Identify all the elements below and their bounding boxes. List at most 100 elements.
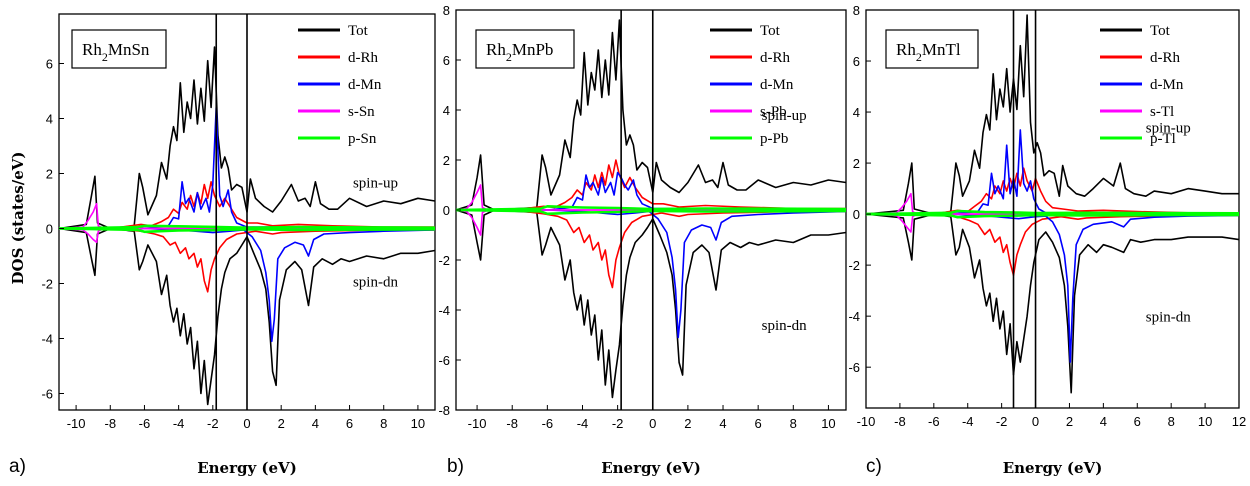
y-tick-label: 8: [443, 3, 450, 18]
y-axis-label: DOS (states/eV): [9, 152, 27, 285]
dos-panel-b: -10 -8 -6 -4 -2 0 2 4 6 8 10 -8 -6 -4 -2 0 2 4 6 8 Energy (e…: [438, 3, 847, 477]
x-tick-label: -8: [104, 416, 116, 431]
series-line-p-pb-up: [456, 205, 846, 212]
series-line-p-tl-up: [866, 209, 1239, 216]
legend-label: p-Sn: [348, 131, 377, 147]
x-tick-label: 12: [1232, 414, 1246, 429]
x-tick-label: 0: [243, 416, 250, 431]
series-line-d-mn-dn: [456, 209, 846, 339]
legend-label: p-Pb: [760, 131, 788, 147]
spin-annotation: spin-dn: [353, 274, 399, 290]
y-tick-label: 8: [853, 3, 860, 18]
y-tick-label: 6: [853, 54, 860, 69]
series-line-d-mn-dn: [59, 227, 435, 343]
y-tick-label: -6: [41, 387, 53, 402]
series-line-d-rh-dn: [59, 227, 435, 293]
plot-frame: [865, 9, 1240, 409]
compound-label: Rh2MnPb: [486, 40, 553, 64]
series-line-tot-dn: [59, 227, 435, 406]
x-axis-label: Energy (eV): [1003, 459, 1103, 477]
legend-label: d-Rh: [760, 50, 791, 66]
y-tick-label: -4: [41, 332, 53, 347]
compound-label: Rh2MnTl: [896, 40, 961, 64]
x-tick-label: -4: [577, 416, 589, 431]
dos-panel-a: -10 -8 -6 -4 -2 0 2 4 6 8 10 -6 -4 -2 0 2 4 6 Energy (eV) a…: [9, 13, 436, 477]
series-line-d-mn-up: [59, 106, 435, 230]
x-tick-label: 8: [790, 416, 797, 431]
series-line-d-rh-up: [59, 181, 435, 230]
x-tick-label: 0: [1032, 414, 1039, 429]
x-tick-label: 6: [755, 416, 762, 431]
x-tick-label: -10: [67, 416, 86, 431]
panel-label: b): [447, 456, 464, 477]
x-tick-label: -10: [857, 414, 876, 429]
x-tick-label: 8: [380, 416, 387, 431]
series-line-p-sn-up: [59, 224, 435, 230]
spin-annotation: spin-dn: [1146, 309, 1192, 325]
compound-base: Rh: [82, 40, 102, 59]
series-line-d-mn-up: [866, 129, 1239, 215]
compound-label-box: [475, 29, 575, 69]
x-tick-label: -2: [207, 416, 219, 431]
x-tick-label: -6: [542, 416, 554, 431]
y-tick-label: -2: [438, 253, 450, 268]
y-tick-label: 0: [853, 207, 860, 222]
series-line-s-pb-up: [456, 184, 846, 211]
legend-label: s-Sn: [348, 104, 375, 120]
x-tick-label: -2: [996, 414, 1008, 429]
x-tick-label: -6: [928, 414, 940, 429]
panel-label: a): [9, 456, 26, 477]
compound-subscript: 2: [916, 50, 922, 64]
legend-label: Tot: [760, 23, 781, 39]
y-tick-label: 2: [46, 167, 53, 182]
compound-rest: MnSn: [108, 40, 150, 59]
y-tick-label: 4: [46, 112, 53, 127]
y-tick-label: 2: [853, 156, 860, 171]
compound-subscript: 2: [102, 50, 108, 64]
compound-base: Rh: [486, 40, 506, 59]
y-tick-label: 0: [443, 203, 450, 218]
series-line-d-rh-dn: [456, 209, 846, 289]
y-tick-label: -4: [438, 303, 450, 318]
x-tick-label: 8: [1168, 414, 1175, 429]
y-tick-label: -2: [41, 277, 53, 292]
legend-label: Tot: [1150, 23, 1171, 39]
spin-annotation: spin-dn: [762, 318, 808, 334]
spin-annotation: spin-up: [353, 175, 398, 191]
series-line-p-pb-dn: [456, 208, 846, 216]
x-tick-label: -4: [173, 416, 185, 431]
spin-annotation: spin-up: [762, 108, 807, 124]
dos-panel-c: -10 -8 -6 -4 -2 0 2 4 6 8 10 12 -6 -4 -2 0 2 4 6 8 Energy (e…: [848, 3, 1246, 477]
y-tick-label: 6: [46, 57, 53, 72]
legend-label: p-Tl: [1150, 131, 1176, 147]
legend-label: Tot: [348, 23, 369, 39]
series-line-tot-dn: [866, 213, 1239, 394]
series-line-d-mn-up: [456, 171, 846, 211]
legend-label: d-Mn: [1150, 77, 1184, 93]
legend-label: d-Rh: [348, 50, 379, 66]
y-tick-label: -6: [438, 353, 450, 368]
x-axis-label: Energy (eV): [601, 459, 701, 477]
y-tick-label: 4: [853, 105, 860, 120]
series-line-d-rh-up: [456, 159, 846, 211]
series-line-d-rh-up: [866, 167, 1239, 215]
x-tick-label: 2: [684, 416, 691, 431]
x-tick-label: 4: [1100, 414, 1107, 429]
y-tick-label: -2: [848, 258, 860, 273]
x-tick-label: 10: [821, 416, 835, 431]
panel-label: c): [866, 456, 882, 477]
y-tick-label: -6: [848, 360, 860, 375]
x-tick-label: 10: [411, 416, 425, 431]
y-tick-label: 0: [46, 222, 53, 237]
legend-label: d-Rh: [1150, 50, 1181, 66]
x-tick-label: 4: [719, 416, 726, 431]
compound-label-box: [71, 29, 167, 69]
series-line-tot-dn: [456, 209, 846, 399]
y-tick-label: 4: [443, 103, 450, 118]
x-tick-label: 4: [312, 416, 319, 431]
compound-rest: MnPb: [512, 40, 554, 59]
compound-rest: MnTl: [922, 40, 961, 59]
compound-base: Rh: [896, 40, 916, 59]
y-tick-label: 2: [443, 153, 450, 168]
